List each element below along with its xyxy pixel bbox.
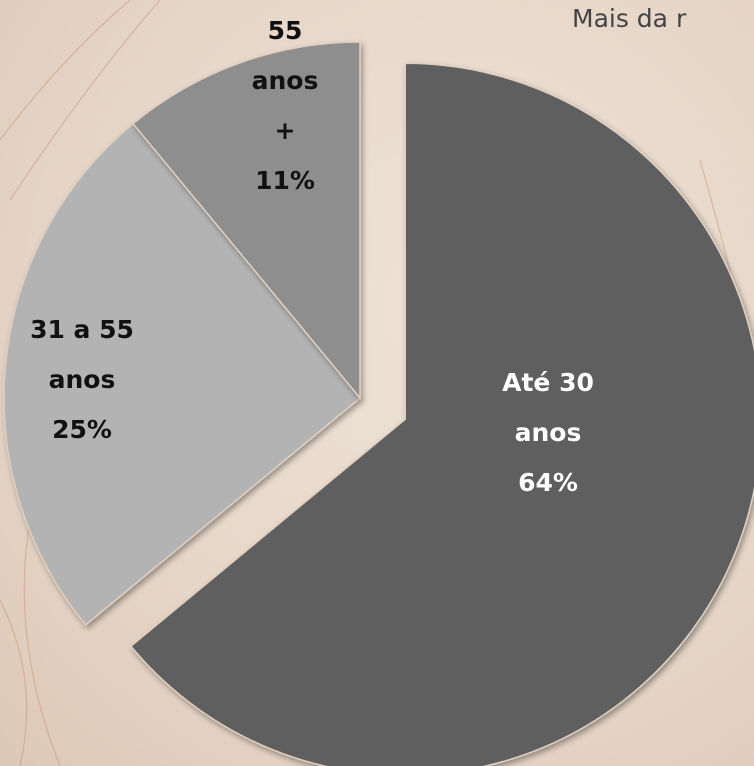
slice-label: Até 30 anos 64%: [488, 358, 608, 508]
category-label: 31 a 55 anos: [22, 305, 142, 405]
category-label: Até 30 anos: [488, 358, 608, 458]
slice-label: 31 a 55 anos 25%: [22, 305, 142, 455]
value-label: 25%: [22, 405, 142, 455]
slice-label: 55 anos + 11%: [240, 6, 330, 206]
value-label: 11%: [240, 156, 330, 206]
annotation: Mais da r: [572, 4, 686, 33]
value-label: 64%: [488, 458, 608, 508]
category-label: 55 anos +: [240, 6, 330, 156]
page: Mais da r Até 30 anos 64% 31 a 55 anos 2…: [0, 0, 754, 766]
